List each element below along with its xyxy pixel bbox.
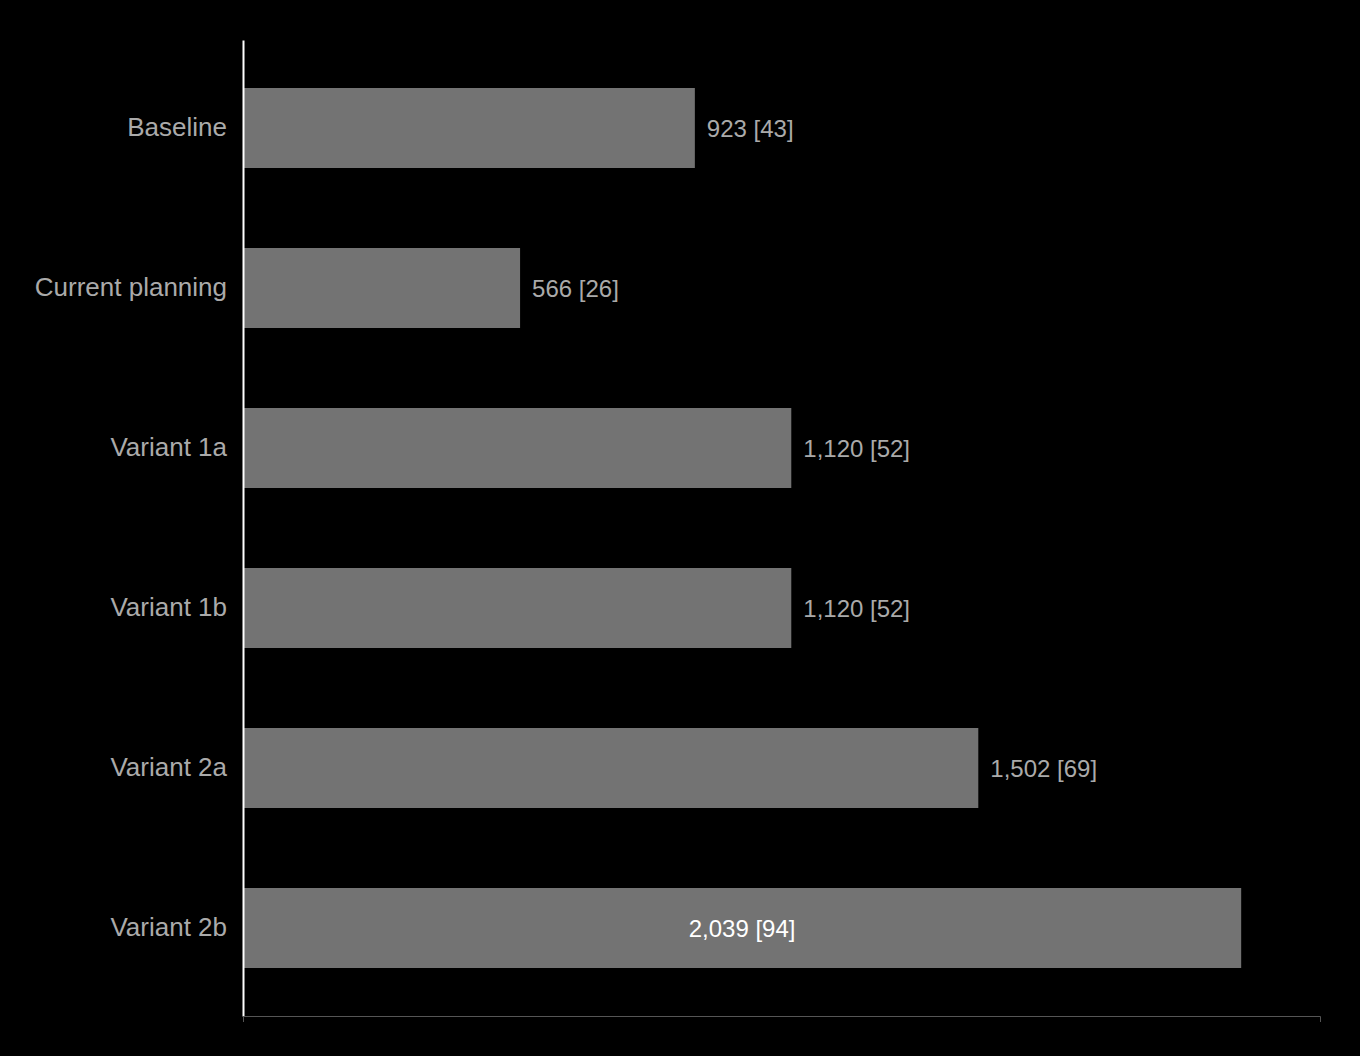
y-tick-label: Variant 1a <box>110 432 227 462</box>
y-tick-label: Current planning <box>35 272 227 302</box>
bar <box>243 248 520 328</box>
y-axis: Baseline Current planning Variant 1a Varian… <box>35 41 244 1017</box>
bar <box>243 88 695 168</box>
y-tick: Variant 2a <box>110 752 227 782</box>
background <box>0 0 1360 1056</box>
bar <box>243 568 791 648</box>
y-tick: Current planning <box>35 272 227 302</box>
y-tick: Baseline <box>127 112 227 142</box>
bar <box>243 888 1241 968</box>
bar <box>243 728 978 808</box>
data-label: 2,039 [94] <box>689 915 796 942</box>
chart-svg: Baseline Current planning Variant 1a Varian… <box>0 0 1360 1056</box>
y-tick: Variant 2b <box>110 912 227 942</box>
data-label: 923 [43] <box>707 115 794 142</box>
x-axis-line <box>244 1017 1321 1023</box>
data-label: 1,120 [52] <box>803 435 910 462</box>
y-tick: Variant 1a <box>110 432 227 462</box>
data-label: 1,120 [52] <box>803 595 910 622</box>
y-tick: Variant 1b <box>110 592 227 622</box>
y-tick-label: Baseline <box>127 112 227 142</box>
y-tick-label: Variant 2a <box>110 752 227 782</box>
y-tick-label: Variant 1b <box>110 592 227 622</box>
bars <box>243 88 1241 968</box>
bar <box>243 408 791 488</box>
y-tick-label: Variant 2b <box>110 912 227 942</box>
x-axis <box>244 1017 1321 1023</box>
chart-container: Baseline Current planning Variant 1a Varian… <box>0 0 1360 1056</box>
data-label: 566 [26] <box>532 275 619 302</box>
data-label: 1,502 [69] <box>990 755 1097 782</box>
data-labels: 923 [43] 566 [26] 1,120 [52] 1,120 [52] 1,50… <box>532 115 1097 942</box>
plot: Baseline Current planning Variant 1a Varian… <box>35 41 1321 1023</box>
y-axis-line <box>243 41 245 1017</box>
